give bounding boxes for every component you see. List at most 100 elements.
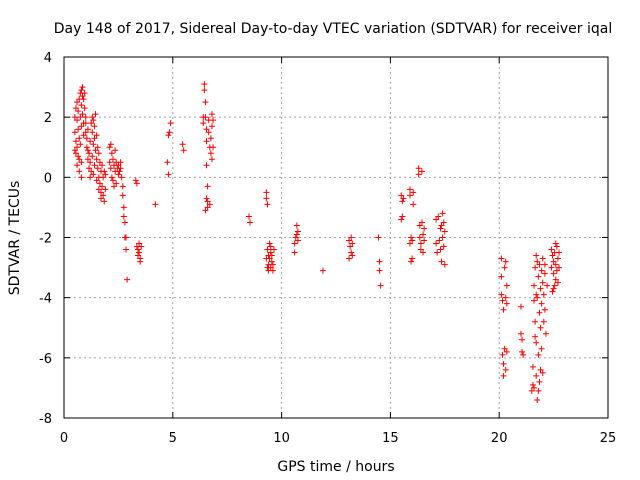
data-point [349,240,356,247]
data-point [120,204,127,211]
data-point [294,237,301,244]
data-point [180,147,187,154]
data-point [535,351,542,358]
data-point [501,345,508,352]
data-point [210,144,217,151]
data-point [498,255,505,262]
data-point [502,294,509,301]
data-point [81,90,88,97]
data-point [529,381,536,388]
data-point [536,309,543,316]
data-point [293,231,300,238]
data-point [82,114,89,121]
data-point [532,333,539,340]
data-point [75,153,82,160]
data-point [421,225,428,232]
data-point [398,216,405,223]
y-tick-label: 0 [44,171,52,186]
data-point [319,267,326,274]
data-point [438,222,445,229]
data-point [137,258,144,265]
data-point [164,159,171,166]
data-point [534,258,541,265]
x-tick-label: 25 [600,431,617,446]
data-point [266,240,273,247]
data-points [71,81,563,403]
data-point [433,240,440,247]
data-point [78,102,85,109]
data-point [550,258,557,265]
data-point [165,171,172,178]
data-point [95,150,102,157]
data-point [204,183,211,190]
data-point [89,114,96,121]
data-point [86,165,93,172]
data-point [203,162,210,169]
data-point [537,366,544,373]
data-point [72,105,79,112]
y-tick-label: -4 [39,292,52,307]
data-point [538,267,545,274]
x-axis-label: GPS time / hours [277,459,394,475]
data-point [539,255,546,262]
data-point [123,246,130,253]
data-point [417,240,424,247]
data-point [435,213,442,220]
data-point [556,249,563,256]
data-point [78,123,85,130]
data-point [106,159,113,166]
data-point [75,126,82,133]
data-point [418,219,425,226]
data-point [532,264,539,271]
data-point [74,162,81,169]
data-point [100,192,107,199]
data-point [91,135,98,142]
data-point [438,258,445,265]
data-point [109,177,116,184]
data-point [503,300,510,307]
data-point [548,264,555,271]
data-point [83,135,90,142]
data-point [71,114,78,121]
data-point [203,126,210,133]
data-point [167,120,174,127]
data-point [78,174,85,181]
data-point [134,246,141,253]
data-point [80,132,87,139]
data-point [551,282,558,289]
y-axis-label: SDTVAR / TECUs [7,181,23,296]
data-point [75,108,82,115]
data-point [409,237,416,244]
data-point [534,294,541,301]
data-point [263,255,270,262]
data-point [166,129,173,136]
data-point [165,132,172,139]
data-point [202,207,209,214]
data-point [499,297,506,304]
data-point [245,213,252,220]
tick-labels: 0 5 10 15 20 25 -8 -6 -4 -2 0 2 4 [39,51,616,446]
data-point [556,264,563,271]
data-point [207,150,214,157]
data-point [499,351,506,358]
data-point [542,330,549,337]
chart-title: Day 148 of 2017, Sidereal Day-to-day VTE… [54,21,612,37]
data-point [205,129,212,136]
data-point [201,81,208,88]
data-point [79,111,86,118]
data-point [107,141,114,148]
data-point [415,171,422,178]
data-point [420,231,427,238]
data-point [97,195,104,202]
data-point [406,186,413,193]
data-point [79,84,86,91]
data-point [72,138,79,145]
data-point [553,243,560,250]
data-point [207,135,214,142]
data-point [77,141,84,148]
data-point [99,162,106,169]
data-point [138,243,145,250]
data-point [123,234,130,241]
data-point [78,159,85,166]
